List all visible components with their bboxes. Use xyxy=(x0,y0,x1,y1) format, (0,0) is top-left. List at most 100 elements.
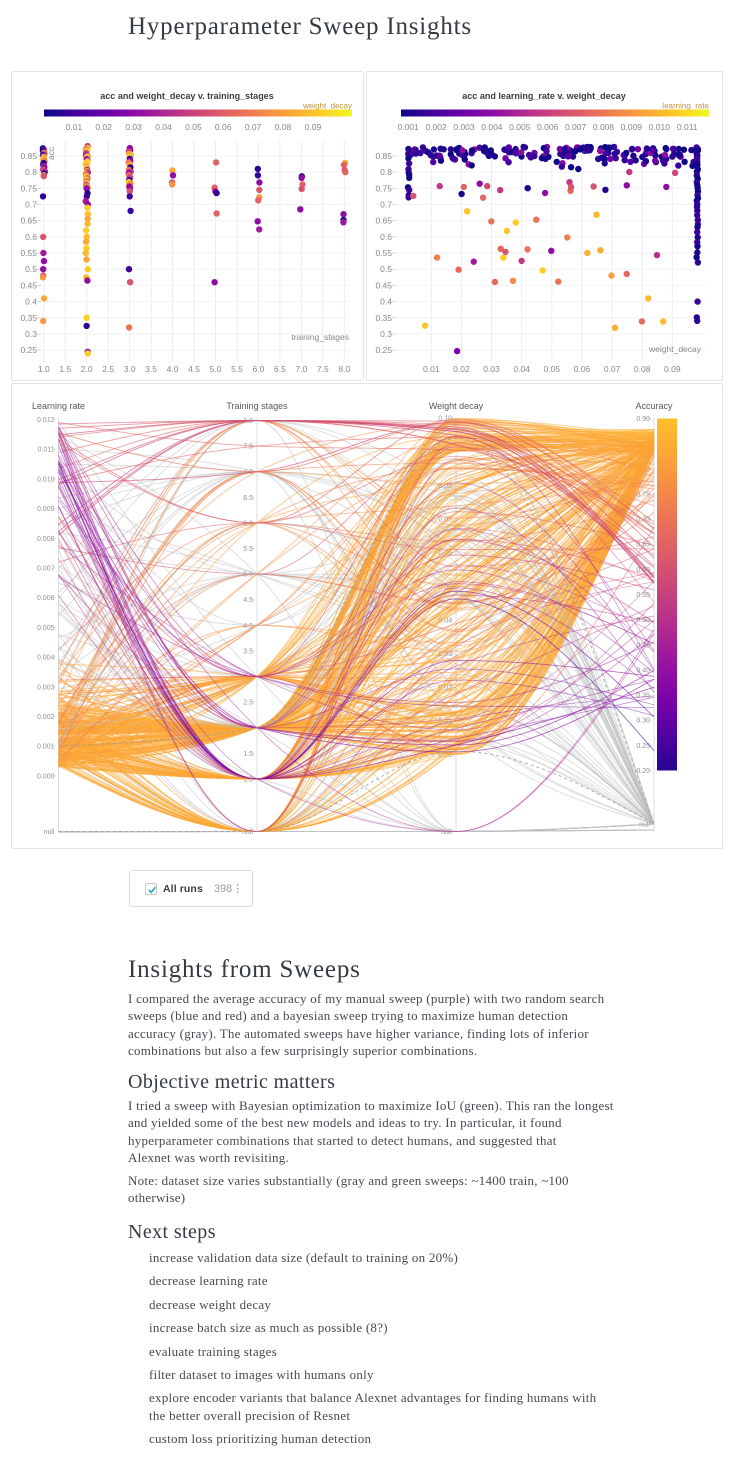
svg-text:0.006: 0.006 xyxy=(37,595,55,602)
svg-text:acc: acc xyxy=(46,146,56,160)
svg-text:4.5: 4.5 xyxy=(188,364,200,374)
svg-text:0.011: 0.011 xyxy=(38,447,55,454)
svg-text:0.7: 0.7 xyxy=(380,200,392,210)
svg-text:0.10: 0.10 xyxy=(438,416,452,423)
svg-text:weight_decay: weight_decay xyxy=(648,344,702,354)
svg-text:2.0: 2.0 xyxy=(81,364,93,374)
svg-text:acc and learning_rate v. weigh: acc and learning_rate v. weight_decay xyxy=(462,91,625,101)
svg-text:0.002: 0.002 xyxy=(37,714,55,721)
svg-text:Training stages: Training stages xyxy=(226,401,288,411)
svg-text:4.0: 4.0 xyxy=(167,364,179,374)
svg-text:0.000: 0.000 xyxy=(37,773,55,780)
svg-text:4.0: 4.0 xyxy=(243,623,253,630)
svg-text:0.003: 0.003 xyxy=(453,122,475,132)
svg-text:0.03: 0.03 xyxy=(125,122,142,132)
svg-text:null: null xyxy=(44,829,55,836)
svg-text:1.0: 1.0 xyxy=(243,776,253,783)
svg-text:0.04: 0.04 xyxy=(438,618,452,625)
svg-text:0.8: 0.8 xyxy=(25,167,37,177)
svg-text:0.7: 0.7 xyxy=(25,200,37,210)
svg-text:0.55: 0.55 xyxy=(636,592,650,599)
svg-text:0.20: 0.20 xyxy=(636,768,650,775)
svg-text:0.65: 0.65 xyxy=(375,216,392,226)
svg-text:2.5: 2.5 xyxy=(102,364,114,374)
svg-text:0.03: 0.03 xyxy=(483,364,500,374)
svg-text:7.0: 7.0 xyxy=(295,364,307,374)
svg-text:0.3: 0.3 xyxy=(380,329,392,339)
svg-text:0.55: 0.55 xyxy=(20,248,37,258)
svg-text:0.06: 0.06 xyxy=(215,122,232,132)
svg-text:0.4: 0.4 xyxy=(25,297,37,307)
svg-text:Accuracy: Accuracy xyxy=(635,401,673,411)
svg-text:1.5: 1.5 xyxy=(59,364,71,374)
svg-text:0.35: 0.35 xyxy=(636,693,650,700)
svg-text:2.5: 2.5 xyxy=(243,700,253,707)
svg-text:1.5: 1.5 xyxy=(243,751,253,758)
svg-text:0.85: 0.85 xyxy=(20,151,37,161)
svg-text:0.25: 0.25 xyxy=(375,345,392,355)
svg-text:4.5: 4.5 xyxy=(243,597,253,604)
svg-text:0.75: 0.75 xyxy=(20,183,37,193)
svg-text:0.05: 0.05 xyxy=(544,364,561,374)
svg-text:0.6: 0.6 xyxy=(380,232,392,242)
svg-text:0.01: 0.01 xyxy=(66,122,83,132)
svg-text:3.5: 3.5 xyxy=(243,648,253,655)
svg-text:learning_rate: learning_rate xyxy=(662,102,709,111)
svg-text:6.5: 6.5 xyxy=(274,364,286,374)
svg-text:null: null xyxy=(242,829,253,836)
svg-text:0.35: 0.35 xyxy=(20,313,37,323)
svg-text:0.02: 0.02 xyxy=(453,364,470,374)
svg-text:0.90: 0.90 xyxy=(636,416,650,423)
svg-text:0.65: 0.65 xyxy=(20,216,37,226)
svg-text:weight_decay: weight_decay xyxy=(302,102,352,111)
svg-text:5.0: 5.0 xyxy=(210,364,222,374)
svg-text:0.08: 0.08 xyxy=(634,364,651,374)
svg-text:0.02: 0.02 xyxy=(95,122,112,132)
svg-text:0.03: 0.03 xyxy=(438,651,452,658)
svg-text:0.85: 0.85 xyxy=(375,151,392,161)
svg-text:0.006: 0.006 xyxy=(537,122,559,132)
svg-text:0.35: 0.35 xyxy=(375,313,392,323)
svg-text:6.5: 6.5 xyxy=(243,495,253,502)
svg-text:0.6: 0.6 xyxy=(25,232,37,242)
svg-text:0.007: 0.007 xyxy=(565,122,587,132)
svg-text:0.07: 0.07 xyxy=(245,122,262,132)
svg-text:0.008: 0.008 xyxy=(593,122,615,132)
svg-text:Weight decay: Weight decay xyxy=(429,401,484,411)
svg-text:0.5: 0.5 xyxy=(380,264,392,274)
svg-text:0.50: 0.50 xyxy=(636,617,650,624)
svg-text:1.0: 1.0 xyxy=(38,364,50,374)
svg-text:7.5: 7.5 xyxy=(317,364,329,374)
svg-text:null: null xyxy=(441,829,452,836)
svg-text:0.07: 0.07 xyxy=(604,364,621,374)
svg-text:0.05: 0.05 xyxy=(185,122,202,132)
svg-text:0.5: 0.5 xyxy=(25,264,37,274)
svg-text:0.011: 0.011 xyxy=(677,122,698,132)
svg-text:0.40: 0.40 xyxy=(636,667,650,674)
svg-text:0.8: 0.8 xyxy=(380,167,392,177)
svg-text:5.5: 5.5 xyxy=(243,546,253,553)
svg-text:0.005: 0.005 xyxy=(37,625,55,632)
svg-text:6.0: 6.0 xyxy=(253,364,265,374)
svg-text:8.0: 8.0 xyxy=(338,364,350,374)
svg-text:0.007: 0.007 xyxy=(37,566,55,573)
svg-text:0.003: 0.003 xyxy=(37,684,55,691)
svg-text:0.04: 0.04 xyxy=(513,364,530,374)
svg-text:3.5: 3.5 xyxy=(145,364,157,374)
svg-text:0.04: 0.04 xyxy=(155,122,172,132)
svg-text:0.45: 0.45 xyxy=(20,280,37,290)
svg-text:0.001: 0.001 xyxy=(398,122,420,132)
svg-text:0.009: 0.009 xyxy=(37,506,55,513)
svg-text:Learning rate: Learning rate xyxy=(32,401,85,411)
svg-text:0.09: 0.09 xyxy=(664,364,681,374)
svg-text:0.012: 0.012 xyxy=(37,417,55,424)
svg-text:0.010: 0.010 xyxy=(649,122,671,132)
svg-text:0.01: 0.01 xyxy=(423,364,440,374)
svg-text:0.45: 0.45 xyxy=(375,280,392,290)
svg-text:0.75: 0.75 xyxy=(636,491,650,498)
svg-text:0.75: 0.75 xyxy=(375,183,392,193)
svg-text:0.001: 0.001 xyxy=(37,744,55,751)
svg-text:0.08: 0.08 xyxy=(275,122,292,132)
svg-text:0.08: 0.08 xyxy=(438,483,452,490)
svg-text:0.3: 0.3 xyxy=(25,329,37,339)
